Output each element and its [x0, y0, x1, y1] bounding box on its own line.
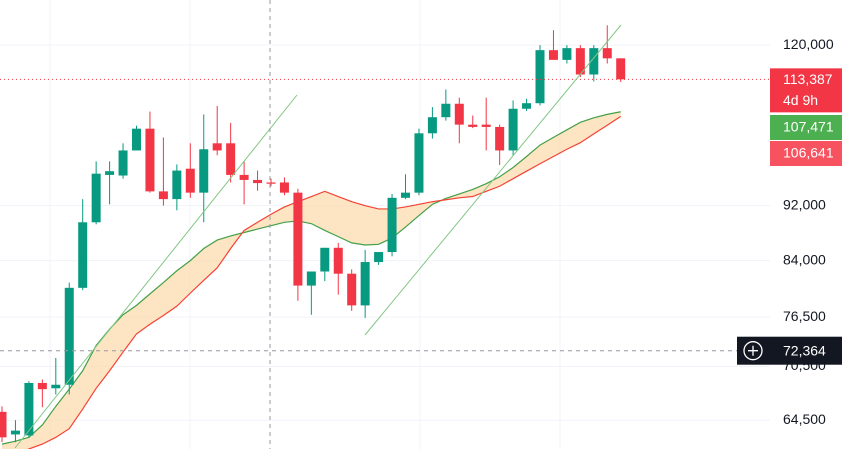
candle-body: [293, 192, 303, 286]
ma-label: 106,641: [783, 145, 834, 161]
candle-body: [158, 191, 168, 200]
trend-line[interactable]: [364, 24, 622, 336]
candle-body: [427, 117, 437, 134]
countdown-label: 4d 9h: [783, 92, 818, 108]
candle-body: [212, 143, 222, 151]
candle-body: [508, 108, 518, 151]
candle-body: [199, 149, 209, 193]
candle-body: [239, 174, 249, 180]
candle-body: [306, 271, 316, 286]
candle-body: [360, 262, 370, 306]
candle-body: [454, 103, 464, 125]
ma-label-box: [770, 115, 842, 140]
candle-body: [401, 192, 410, 198]
candle-body: [118, 150, 128, 176]
candle-body: [91, 173, 101, 223]
candle-body: [226, 143, 236, 175]
vertical-grid: [49, 0, 561, 449]
candle-body: [172, 170, 182, 200]
ma-label: 107,471: [783, 119, 834, 135]
y-tick-label: 120,000: [783, 36, 834, 52]
candle-body: [64, 287, 74, 385]
last-price-box: [770, 68, 842, 113]
ma-label-box: [770, 141, 842, 166]
candle-body: [37, 382, 47, 390]
candle-body: [333, 247, 343, 274]
candle-body: [132, 128, 141, 151]
candle-body: [575, 48, 585, 75]
candle-body: [481, 124, 491, 127]
trend-line[interactable]: [14, 94, 298, 449]
candle-body: [347, 273, 357, 306]
crosshair-plus: [743, 341, 763, 361]
ma-band-layer: [2, 111, 621, 449]
candle-body: [105, 171, 115, 175]
moving-average: [27, 115, 622, 449]
candle-body: [495, 126, 505, 151]
last-price-label: 113,387: [783, 71, 833, 87]
candle-body: [10, 430, 20, 435]
candle-body: [266, 182, 276, 184]
candle-body: [78, 222, 88, 288]
y-tick-label: 92,000: [783, 196, 826, 212]
candle-body: [279, 182, 289, 193]
candle-body: [616, 58, 626, 80]
candle-body: [0, 411, 7, 438]
candle-body: [414, 133, 424, 193]
y-tick-label: 76,500: [783, 308, 826, 324]
candle-body: [535, 50, 545, 104]
candle-body: [320, 247, 330, 272]
candle-body: [374, 252, 384, 263]
candle-body: [562, 48, 572, 60]
candle-body: [387, 197, 397, 253]
candle-body: [24, 382, 34, 436]
candle-body: [602, 48, 612, 59]
crosshair-plus: [748, 345, 758, 356]
candle-body: [145, 128, 155, 192]
candle-body: [522, 103, 532, 109]
price-axis: 64,50070,50076,50084,00092,000120,000113…: [737, 36, 842, 427]
y-tick-label: 64,500: [783, 411, 826, 427]
candle-body: [185, 168, 195, 193]
candle-body: [51, 384, 61, 389]
candle-body: [441, 103, 451, 118]
ma-band: [2, 111, 621, 449]
crosshair-label: 72,364: [783, 342, 826, 358]
candle-body: [589, 48, 599, 75]
candle-body: [468, 124, 478, 127]
marks: [0, 25, 770, 449]
candle-body: [548, 50, 558, 60]
y-tick-label: 84,000: [783, 251, 826, 267]
candle-body: [253, 179, 263, 184]
